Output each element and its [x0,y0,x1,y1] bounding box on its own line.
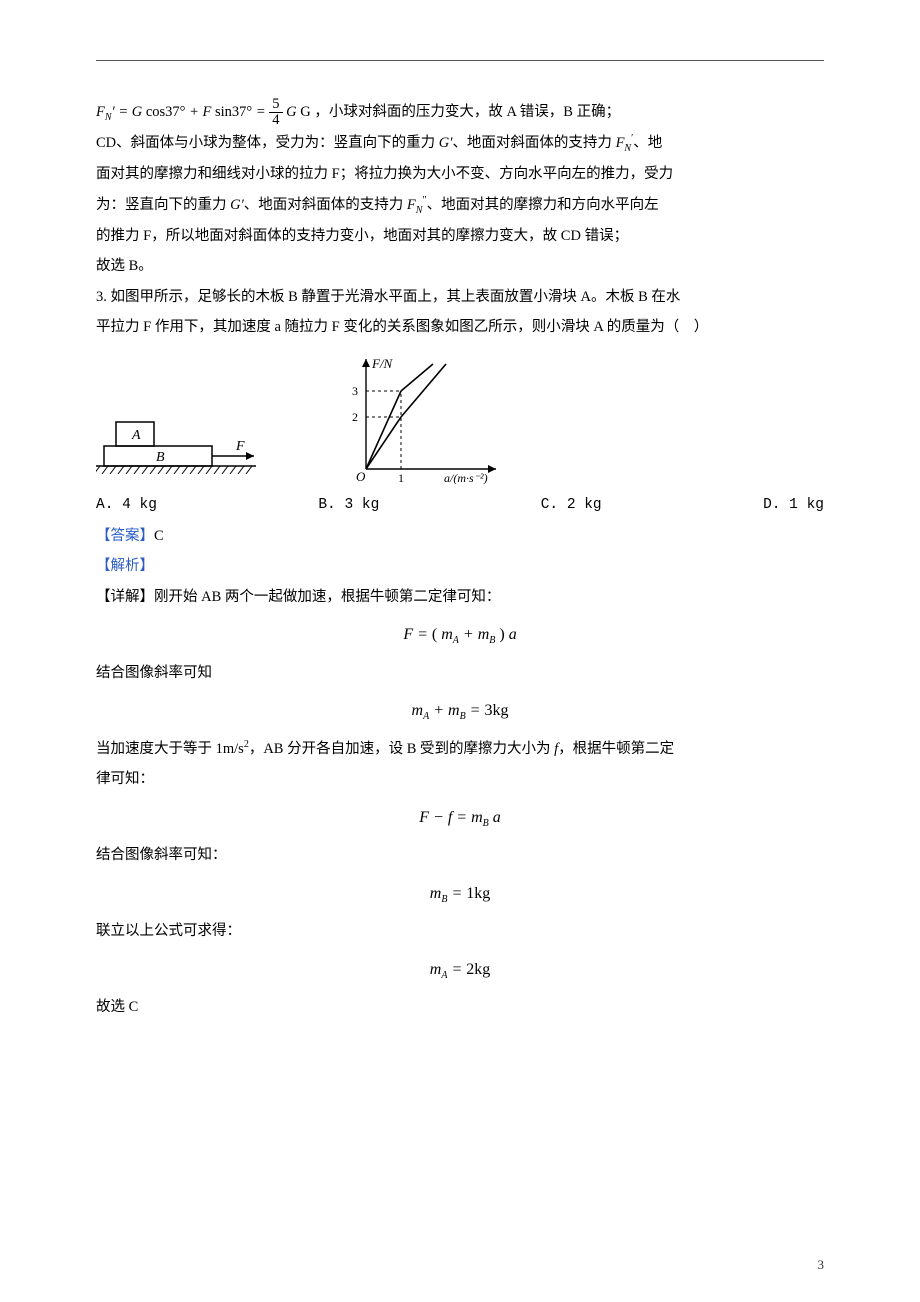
x-axis-label: a/(m·s⁻²) [444,471,488,484]
y-axis-label: F/N [371,356,394,371]
para-cd-1: CD、斜面体与小球为整体，受力为：竖直向下的重力 G′、地面对斜面体的支持力 F… [96,128,824,159]
chart-f-vs-a: O 2 3 1 F/N a/(m·s⁻²) [336,354,516,484]
ytick-2: 2 [352,410,358,424]
label-F: F [235,439,245,454]
page: FN′ = G cos37° + F sin37° = 54 G G ，小球对斜… [0,0,920,1302]
analysis-label: 【解析】 [96,551,824,581]
slope-note-2: 结合图像斜率可知： [96,840,824,870]
para-cd-3: 为：竖直向下的重力 G′、地面对斜面体的支持力 FN″、地面对其的摩擦力和方向水… [96,190,824,221]
label-A: A [131,428,141,443]
option-b: B. 3 kg [318,490,379,520]
figure-row: B A F O 2 3 1 [96,354,824,484]
final-select: 故选 C [96,992,824,1022]
combine-note: 联立以上公式可求得： [96,916,824,946]
para-split-2: 律可知： [96,764,824,794]
equation-line-1: FN′ = G cos37° + F sin37° = 54 G G ，小球对斜… [96,97,824,128]
para-split-1: 当加速度大于等于 1m/s2，AB 分开各自加速，设 B 受到的摩擦力大小为 f… [96,734,824,764]
diagram-block: B A F [96,404,266,484]
formula-1: F = ( mA + mB ) a [96,618,824,652]
option-c: C. 2 kg [541,490,602,520]
answer-line: 【答案】C [96,521,824,551]
page-number: 3 [818,1251,825,1278]
origin-label: O [356,469,366,484]
xtick-1: 1 [398,471,404,484]
option-row: A. 4 kg B. 3 kg C. 2 kg D. 1 kg [96,490,824,520]
option-d: D. 1 kg [763,490,824,520]
q3-stem-2: 平拉力 F 作用下，其加速度 a 随拉力 F 变化的关系图象如图乙所示，则小滑块… [96,312,824,342]
q3-stem-1: 3. 如图甲所示，足够长的木板 B 静置于光滑水平面上，其上表面放置小滑块 A。… [96,282,824,312]
para-cd-5: 故选 B。 [96,251,824,281]
option-a: A. 4 kg [96,490,157,520]
ytick-3: 3 [352,384,358,398]
formula-2: mA + mB = 3kg [96,694,824,728]
para-cd-4: 的推力 F，所以地面对斜面体的支持力变小，地面对其的摩擦力变大，故 CD 错误； [96,221,824,251]
formula-5: mA = 2kg [96,953,824,987]
formula-4: mB = 1kg [96,877,824,911]
label-B: B [156,450,165,465]
divider [96,60,824,61]
formula-3: F − f = mB a [96,801,824,835]
para-cd-2: 面对其的摩擦力和细线对小球的拉力 F；将拉力换为大小不变、方向水平向左的推力，受… [96,159,824,189]
slope-note-1: 结合图像斜率可知 [96,658,824,688]
detail-intro: 【详解】刚开始 AB 两个一起做加速，根据牛顿第二定律可知： [96,582,824,612]
